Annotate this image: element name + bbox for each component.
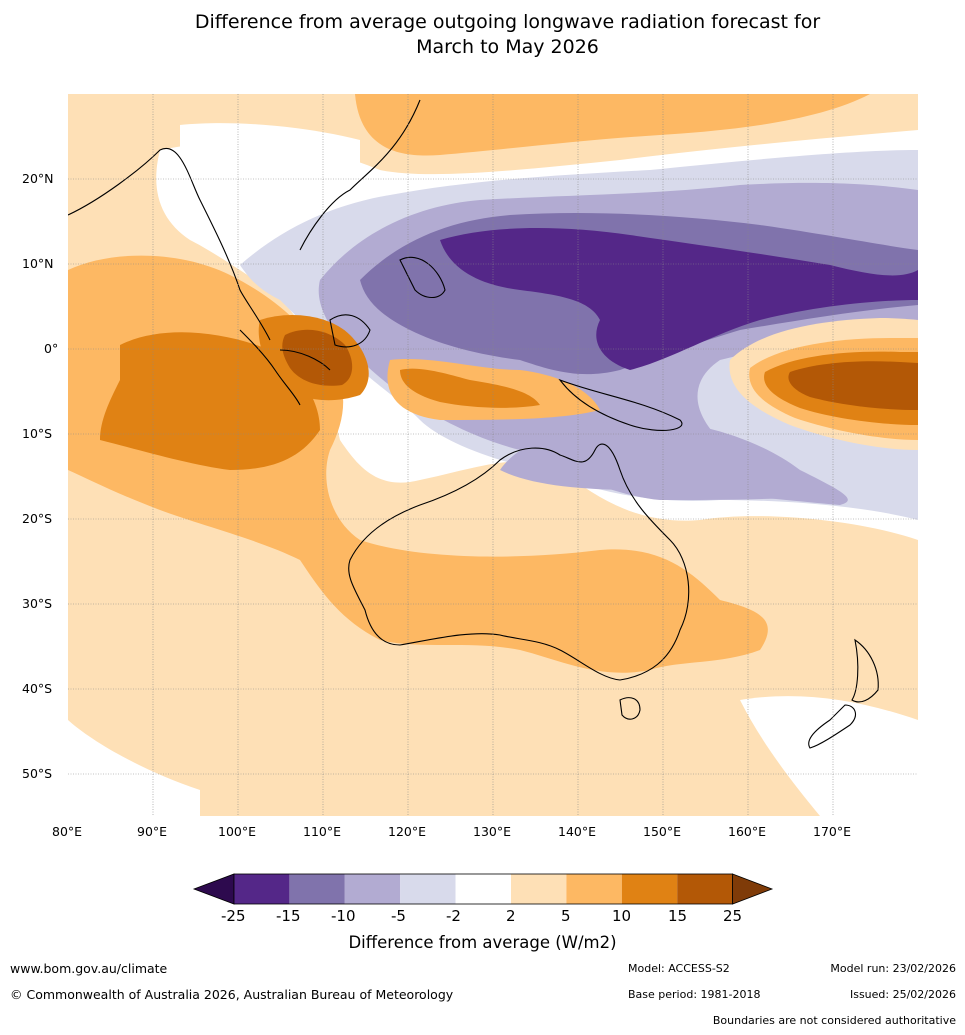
lon-label-130e: 130°E <box>473 824 512 839</box>
colorbar-tick: -10 <box>331 907 356 925</box>
colorbar-segment-1 <box>234 874 290 904</box>
positive-anomaly-north <box>355 94 870 156</box>
colorbar-tick: -5 <box>391 907 406 925</box>
graticule <box>68 94 918 816</box>
colorbar-outline <box>233 873 734 905</box>
new-zealand-coastline <box>808 638 879 749</box>
copyright-text: © Commonwealth of Australia 2026, Austra… <box>10 987 454 1002</box>
lat-label-30s: 30°S <box>22 596 53 611</box>
website-link[interactable]: www.bom.gov.au/climate <box>10 961 168 976</box>
colorbar-segment-8 <box>621 874 678 904</box>
colorbar-tick: -2 <box>446 907 461 925</box>
lon-label-140e: 140°E <box>558 824 597 839</box>
colorbar-tick: 15 <box>668 907 688 925</box>
colorbar-segment-3 <box>344 874 401 904</box>
model-name: Model: ACCESS-S2 <box>628 962 730 975</box>
colorbar <box>192 873 774 905</box>
lat-label-40s: 40°S <box>22 681 53 696</box>
positive-anomaly-pacific-core <box>788 361 918 410</box>
lon-label-150e: 150°E <box>643 824 682 839</box>
negative-anomaly-strongest <box>440 228 918 370</box>
colorbar-tick: 10 <box>612 907 632 925</box>
negative-anomaly-south-lobe <box>500 420 848 505</box>
model-run-date: Model run: 23/02/2026 <box>830 962 956 975</box>
colorbar-tick: -15 <box>276 907 301 925</box>
issued-date: Issued: 25/02/2026 <box>849 988 956 1001</box>
positive-anomaly-eastern-indian <box>100 332 320 470</box>
colorbar-tick: -25 <box>221 907 246 925</box>
positive-anomaly-banda-core <box>400 368 540 408</box>
map-title: Difference from average outgoing longwav… <box>0 10 965 60</box>
colorbar-tick: 5 <box>561 907 571 925</box>
colorbar-segment-7 <box>566 874 622 904</box>
lat-label-20n: 20°N <box>22 171 54 186</box>
colorbar-segment-5 <box>455 874 511 904</box>
map-area <box>68 94 918 816</box>
lat-label-20s: 20°S <box>22 511 53 526</box>
boundaries-disclaimer: Boundaries are not considered authoritat… <box>712 1014 956 1027</box>
base-period: Base period: 1981-2018 <box>628 988 761 1001</box>
title-line-2: March to May 2026 <box>416 36 599 58</box>
lon-label-120e: 120°E <box>388 824 427 839</box>
lon-label-100e: 100°E <box>218 824 257 839</box>
australia-coastline <box>348 443 690 681</box>
lat-label-10n: 10°N <box>22 256 54 271</box>
lon-label-110e: 110°E <box>303 824 342 839</box>
near-neutral-region-southeast <box>740 696 918 816</box>
colorbar-segment-6 <box>511 874 567 904</box>
near-neutral-region-north <box>180 123 360 215</box>
lon-label-80e: 80°E <box>52 824 83 839</box>
title-line-1: Difference from average outgoing longwav… <box>194 11 821 33</box>
lon-label-90e: 90°E <box>137 824 168 839</box>
lat-label-10s: 10°S <box>22 426 53 441</box>
tasmania-coastline <box>619 697 641 720</box>
lat-label-50s: 50°S <box>22 766 53 781</box>
colorbar-tick: 25 <box>723 907 743 925</box>
colorbar-segment-9 <box>677 874 733 904</box>
near-neutral-region-south <box>68 720 200 816</box>
lon-label-170e: 170°E <box>813 824 852 839</box>
southeast-asia-coastline <box>68 99 683 431</box>
colorbar-segment-4 <box>400 874 456 904</box>
colorbar-tick: 2 <box>506 907 516 925</box>
colorbar-title: Difference from average (W/m2) <box>348 933 617 952</box>
colorbar-segment-2 <box>289 874 345 904</box>
lat-label-equator: 0° <box>44 341 59 356</box>
colorbar-extend-high <box>732 873 774 905</box>
lon-label-160e: 160°E <box>728 824 767 839</box>
colorbar-extend-low <box>192 873 235 905</box>
